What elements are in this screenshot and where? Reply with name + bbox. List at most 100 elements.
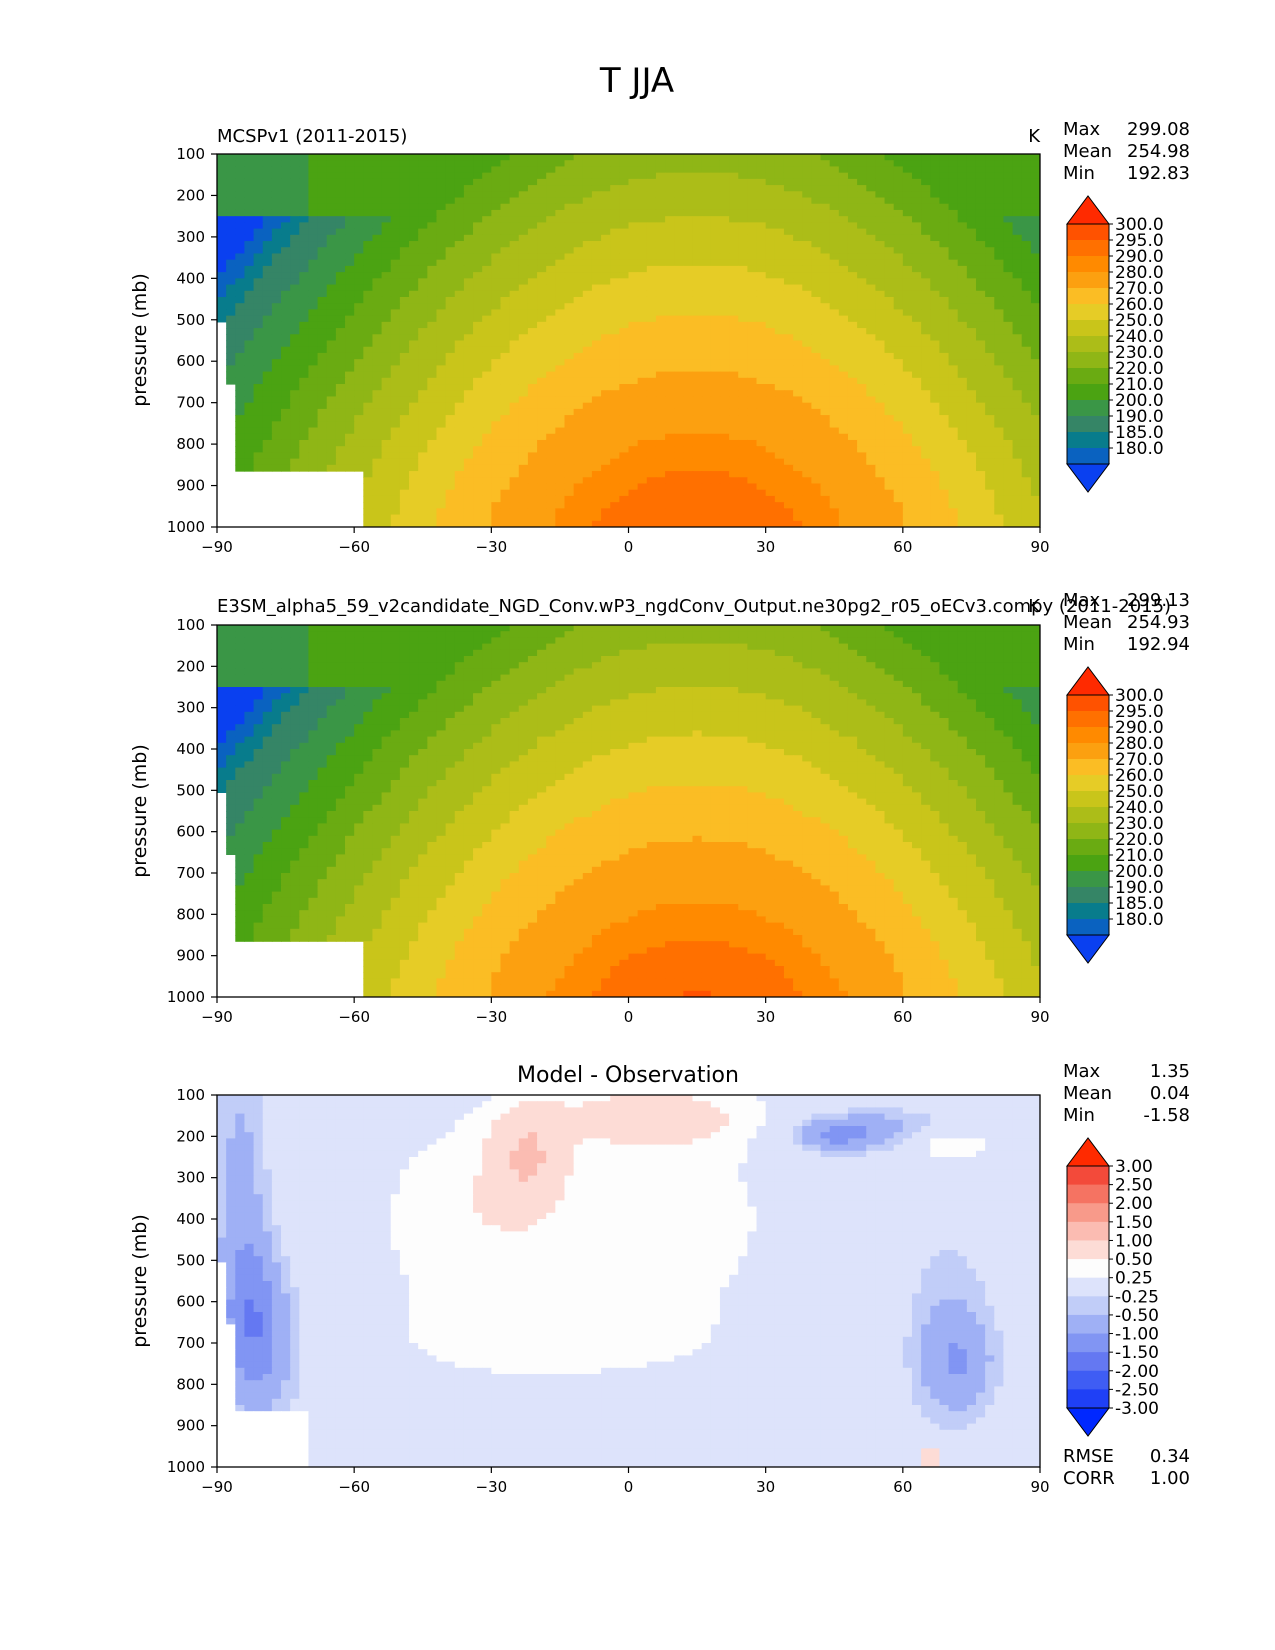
field-cell <box>235 303 246 311</box>
field-cell <box>418 272 428 279</box>
field-cell <box>719 185 730 192</box>
field-cell <box>537 415 547 422</box>
field-cell <box>966 209 977 217</box>
field-cell <box>217 178 227 186</box>
field-cell <box>473 315 483 323</box>
field-cell <box>930 415 941 422</box>
field-cell <box>710 328 721 335</box>
field-cell <box>783 197 794 205</box>
field-cell <box>738 483 748 491</box>
field-cell <box>555 296 566 304</box>
field-cell <box>399 340 410 348</box>
field-cell <box>875 284 886 292</box>
field-cell <box>966 172 977 180</box>
field-cell <box>473 303 483 311</box>
field-cell <box>893 471 904 478</box>
field-cell <box>729 427 739 435</box>
field-cell <box>527 365 538 373</box>
field-cell <box>619 377 630 385</box>
field-cell <box>747 384 758 391</box>
field-cell <box>363 247 374 255</box>
field-cell <box>710 203 721 211</box>
field-cell <box>427 247 438 255</box>
field-cell <box>473 216 483 223</box>
field-cell <box>527 284 538 292</box>
field-cell <box>747 172 758 180</box>
field-cell <box>281 427 291 435</box>
field-cell <box>930 166 941 174</box>
field-cell <box>290 166 300 174</box>
field-cell <box>436 352 447 360</box>
field-cell <box>436 216 447 223</box>
field-cell <box>655 203 666 211</box>
field-cell <box>345 209 355 217</box>
field-cell <box>939 384 950 391</box>
field-cell <box>948 315 959 323</box>
field-cell <box>729 197 739 205</box>
field-cell <box>747 247 758 255</box>
field-cell <box>345 408 355 416</box>
field-cell <box>966 464 977 472</box>
field-cell <box>253 272 264 279</box>
field-cell <box>454 259 465 267</box>
field-cell <box>911 365 922 373</box>
field-cell <box>857 439 867 447</box>
field-cell <box>500 197 511 205</box>
field-cell <box>701 259 712 267</box>
field-cell <box>866 408 876 416</box>
field-cell <box>390 309 401 317</box>
field-cell <box>628 154 639 161</box>
field-cell <box>235 365 246 373</box>
field-cell <box>555 477 566 485</box>
field-cell <box>463 315 474 323</box>
field-cell <box>381 315 392 323</box>
field-cell <box>299 396 310 404</box>
field-cell <box>930 352 941 360</box>
field-cell <box>326 290 337 298</box>
field-cell <box>317 166 328 174</box>
field-cell <box>235 446 246 453</box>
field-cell <box>802 203 812 211</box>
field-cell <box>244 315 255 323</box>
field-cell <box>317 234 328 242</box>
field-cell <box>683 483 694 491</box>
field-cell <box>948 259 959 267</box>
field-cell <box>628 259 639 267</box>
field-cell <box>820 396 831 404</box>
field-cell <box>683 228 694 236</box>
field-cell <box>345 371 355 379</box>
field-cell <box>692 216 703 223</box>
field-cell <box>1021 265 1032 273</box>
field-cell <box>729 296 739 304</box>
field-cell <box>582 321 593 329</box>
field-cell <box>793 408 803 416</box>
field-cell <box>363 415 374 422</box>
field-cell <box>244 458 255 466</box>
field-cell <box>509 253 520 261</box>
field-cell <box>729 166 739 174</box>
field-cell <box>774 433 785 441</box>
field-cell <box>555 384 566 391</box>
field-cell <box>363 309 374 317</box>
field-cell <box>756 328 767 335</box>
field-cell <box>957 321 968 329</box>
field-cell <box>783 352 794 360</box>
field-cell <box>802 384 812 391</box>
field-cell <box>793 471 803 478</box>
field-cell <box>399 446 410 453</box>
field-cell <box>838 458 849 466</box>
field-cell <box>729 415 739 422</box>
field-cell <box>802 166 812 174</box>
field-cell <box>802 334 812 342</box>
field-cell <box>857 352 867 360</box>
field-cell <box>1030 439 1040 447</box>
field-cell <box>857 402 867 410</box>
field-cell <box>1003 421 1014 429</box>
field-cell <box>610 334 620 342</box>
field-cell <box>710 446 721 453</box>
field-cell <box>1021 185 1032 192</box>
field-cell <box>1012 309 1023 317</box>
field-cell <box>637 209 648 217</box>
field-cell <box>1003 377 1014 385</box>
field-cell <box>390 402 401 410</box>
